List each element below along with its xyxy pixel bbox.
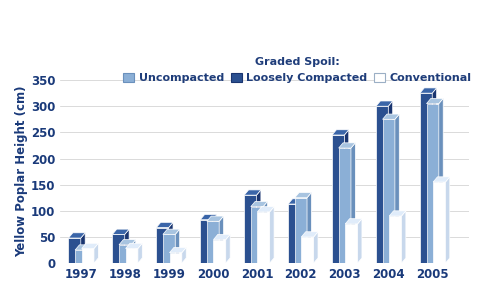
Bar xyxy=(251,207,263,263)
Polygon shape xyxy=(163,229,180,234)
Polygon shape xyxy=(75,245,92,250)
Polygon shape xyxy=(358,219,362,263)
Polygon shape xyxy=(156,222,173,228)
Polygon shape xyxy=(182,247,186,263)
Polygon shape xyxy=(270,207,274,263)
Polygon shape xyxy=(388,101,392,263)
Bar xyxy=(420,93,432,263)
Polygon shape xyxy=(138,243,142,263)
Polygon shape xyxy=(439,98,443,263)
Polygon shape xyxy=(302,232,318,237)
Polygon shape xyxy=(168,222,173,263)
Bar xyxy=(156,228,168,263)
Y-axis label: Yellow Poplar Height (cm): Yellow Poplar Height (cm) xyxy=(15,86,28,257)
Polygon shape xyxy=(256,190,261,263)
Polygon shape xyxy=(395,114,400,263)
Polygon shape xyxy=(68,233,85,238)
Polygon shape xyxy=(82,243,98,249)
Bar xyxy=(82,249,94,263)
Polygon shape xyxy=(288,199,305,204)
Polygon shape xyxy=(170,247,186,253)
Polygon shape xyxy=(402,211,406,263)
Polygon shape xyxy=(126,243,142,249)
Bar xyxy=(119,245,132,263)
Polygon shape xyxy=(226,234,230,263)
Bar xyxy=(68,238,81,263)
Polygon shape xyxy=(200,215,217,220)
Bar xyxy=(258,212,270,263)
Polygon shape xyxy=(432,88,436,263)
Bar xyxy=(163,234,175,263)
Bar xyxy=(75,250,88,263)
Polygon shape xyxy=(338,143,355,148)
Bar xyxy=(338,148,351,263)
Polygon shape xyxy=(263,201,268,263)
Polygon shape xyxy=(332,130,349,135)
Polygon shape xyxy=(307,192,312,263)
Bar xyxy=(207,221,219,263)
Bar xyxy=(170,253,182,263)
Polygon shape xyxy=(132,239,136,263)
Polygon shape xyxy=(81,233,85,263)
Bar xyxy=(345,224,358,263)
Polygon shape xyxy=(351,143,356,263)
Polygon shape xyxy=(212,215,217,263)
Polygon shape xyxy=(251,201,268,207)
Bar xyxy=(433,182,446,263)
Polygon shape xyxy=(344,130,349,263)
Polygon shape xyxy=(124,229,129,263)
Bar xyxy=(244,195,256,263)
Polygon shape xyxy=(258,207,274,212)
Polygon shape xyxy=(314,232,318,263)
Polygon shape xyxy=(244,190,261,195)
Polygon shape xyxy=(426,98,443,104)
Bar xyxy=(112,234,124,263)
Polygon shape xyxy=(214,234,230,239)
Legend: Uncompacted, Loosely Compacted, Conventional: Uncompacted, Loosely Compacted, Conventi… xyxy=(118,53,476,88)
Polygon shape xyxy=(433,177,450,182)
Polygon shape xyxy=(376,101,392,106)
Polygon shape xyxy=(300,199,305,263)
Polygon shape xyxy=(94,243,98,263)
Polygon shape xyxy=(446,177,450,263)
Bar xyxy=(214,239,226,263)
Polygon shape xyxy=(219,216,224,263)
Polygon shape xyxy=(112,229,129,234)
Polygon shape xyxy=(382,114,400,119)
Bar xyxy=(389,216,402,263)
Polygon shape xyxy=(420,88,436,93)
Polygon shape xyxy=(345,219,362,224)
Bar xyxy=(126,249,138,263)
Bar xyxy=(332,135,344,263)
Bar xyxy=(288,204,300,263)
Bar xyxy=(302,237,314,263)
Polygon shape xyxy=(207,216,224,221)
Bar xyxy=(426,104,439,263)
Bar xyxy=(382,119,395,263)
Bar xyxy=(376,106,388,263)
Bar xyxy=(294,198,307,263)
Bar xyxy=(200,220,212,263)
Polygon shape xyxy=(88,245,92,263)
Polygon shape xyxy=(389,211,406,216)
Polygon shape xyxy=(175,229,180,263)
Polygon shape xyxy=(294,192,312,198)
Polygon shape xyxy=(119,239,136,245)
